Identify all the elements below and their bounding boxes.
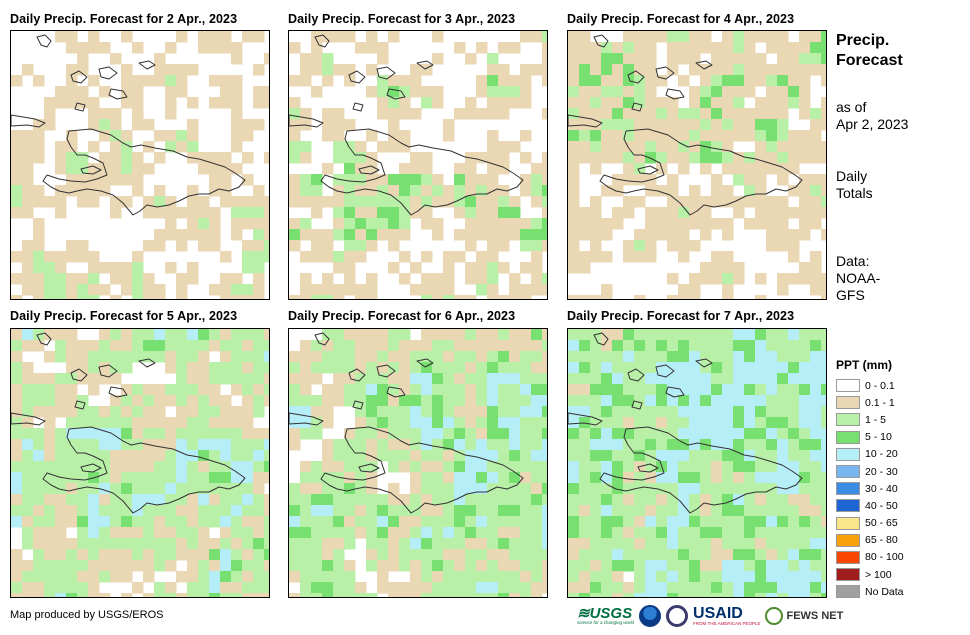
fews-net-text: FEWS NET	[786, 610, 843, 622]
map-svg-6	[568, 329, 826, 597]
island-outline	[139, 61, 155, 69]
as-of-line1: as of	[836, 99, 908, 116]
panel-title-5: Daily Precip. Forecast for 6 Apr., 2023	[288, 309, 515, 323]
panel-title-3: Daily Precip. Forecast for 4 Apr., 2023	[567, 12, 794, 26]
legend-rows: 0 - 0.1 0.1 - 1 1 - 5 5 - 10 10 - 20 20 - 30 3…	[836, 377, 904, 600]
map-panel-4	[10, 328, 270, 598]
legend-label: 5 - 10	[865, 431, 892, 443]
legend-label: 30 - 40	[865, 483, 898, 495]
panel-title-1: Daily Precip. Forecast for 2 Apr., 2023	[10, 12, 237, 26]
legend-swatch	[836, 534, 860, 547]
legend-label: 20 - 30	[865, 466, 898, 478]
legend-item: 0.1 - 1	[836, 394, 904, 411]
legend-item: > 100	[836, 566, 904, 583]
legend-label: 1 - 5	[865, 414, 886, 426]
precip-grid	[289, 329, 547, 597]
legend-label: 40 - 50	[865, 500, 898, 512]
usgs-logo: ≋USGS science for a changing world	[577, 606, 634, 626]
legend-item: 80 - 100	[836, 549, 904, 566]
sidebar-title-line1: Precip.	[836, 31, 903, 51]
map-svg-4	[11, 329, 269, 597]
legend-swatch	[836, 517, 860, 530]
legend-item: 1 - 5	[836, 411, 904, 428]
legend-swatch	[836, 482, 860, 495]
legend-swatch	[836, 396, 860, 409]
legend-item: 50 - 65	[836, 515, 904, 532]
usgs-logo-tagline: science for a changing world	[577, 621, 634, 626]
precip-grid	[289, 31, 547, 299]
usaid-logo-tagline: FROM THE AMERICAN PEOPLE	[693, 622, 760, 627]
noaa-logo-icon	[639, 605, 661, 627]
map-panel-6	[567, 328, 827, 598]
legend-label: 0 - 0.1	[865, 380, 895, 392]
legend-swatch	[836, 499, 860, 512]
legend-label: No Data	[865, 586, 904, 598]
legend-item: 5 - 10	[836, 429, 904, 446]
legend-item: 20 - 30	[836, 463, 904, 480]
legend-swatch	[836, 413, 860, 426]
map-panel-2	[288, 30, 548, 300]
panel-title-6: Daily Precip. Forecast for 7 Apr., 2023	[567, 309, 794, 323]
legend-label: 80 - 100	[865, 551, 904, 563]
daily-totals: Daily Totals	[836, 168, 873, 202]
data-source-line3: GFS	[836, 287, 880, 304]
legend-swatch	[836, 379, 860, 392]
usaid-logo: USAID FROM THE AMERICAN PEOPLE	[693, 606, 760, 627]
sidebar-title-line2: Forecast	[836, 51, 903, 71]
legend-item: 40 - 50	[836, 497, 904, 514]
map-panel-3	[567, 30, 827, 300]
daily-totals-line1: Daily	[836, 168, 873, 185]
legend-item: 10 - 20	[836, 446, 904, 463]
usgs-logo-text: ≋USGS	[577, 606, 634, 621]
sidebar-title: Precip. Forecast	[836, 31, 903, 71]
usaid-logo-text: USAID	[693, 606, 760, 622]
legend-label: 50 - 65	[865, 517, 898, 529]
legend-swatch	[836, 568, 860, 581]
legend-label: > 100	[865, 569, 892, 581]
map-svg-1	[11, 31, 269, 299]
legend-item: 30 - 40	[836, 480, 904, 497]
precip-grid	[11, 329, 269, 597]
legend-swatch	[836, 465, 860, 478]
legend-item: 0 - 0.1	[836, 377, 904, 394]
map-svg-5	[289, 329, 547, 597]
data-source-line1: Data:	[836, 253, 880, 270]
logo-bar: ≋USGS science for a changing world USAID…	[577, 602, 843, 630]
precip-grid	[11, 31, 269, 299]
map-credit: Map produced by USGS/EROS	[10, 609, 163, 621]
map-svg-2	[289, 31, 547, 299]
data-source: Data: NOAA- GFS	[836, 253, 880, 304]
fews-net-logo: FEWS NET	[765, 607, 843, 625]
panel-title-4: Daily Precip. Forecast for 5 Apr., 2023	[10, 309, 237, 323]
legend-swatch	[836, 551, 860, 564]
legend-label: 65 - 80	[865, 534, 898, 546]
data-source-line2: NOAA-	[836, 270, 880, 287]
island-outline	[353, 103, 363, 111]
as-of-date: as of Apr 2, 2023	[836, 99, 908, 133]
legend-label: 0.1 - 1	[865, 397, 895, 409]
legend-label: 10 - 20	[865, 448, 898, 460]
legend-swatch	[836, 431, 860, 444]
precip-grid	[568, 31, 826, 299]
as-of-line2: Apr 2, 2023	[836, 116, 908, 133]
legend-item: No Data	[836, 583, 904, 600]
map-svg-3	[568, 31, 826, 299]
legend: PPT (mm) 0 - 0.1 0.1 - 1 1 - 5 5 - 10 10 - 2…	[836, 358, 904, 600]
precip-grid	[568, 329, 826, 597]
legend-swatch	[836, 585, 860, 598]
daily-totals-line2: Totals	[836, 185, 873, 202]
map-panel-5	[288, 328, 548, 598]
island-outline	[99, 67, 117, 79]
legend-title: PPT (mm)	[836, 358, 904, 372]
map-panel-1	[10, 30, 270, 300]
panel-title-2: Daily Precip. Forecast for 3 Apr., 2023	[288, 12, 515, 26]
legend-item: 65 - 80	[836, 532, 904, 549]
island-outline	[37, 35, 51, 47]
fews-leaf-icon	[765, 607, 783, 625]
dhs-seal-icon	[666, 605, 688, 627]
legend-swatch	[836, 448, 860, 461]
